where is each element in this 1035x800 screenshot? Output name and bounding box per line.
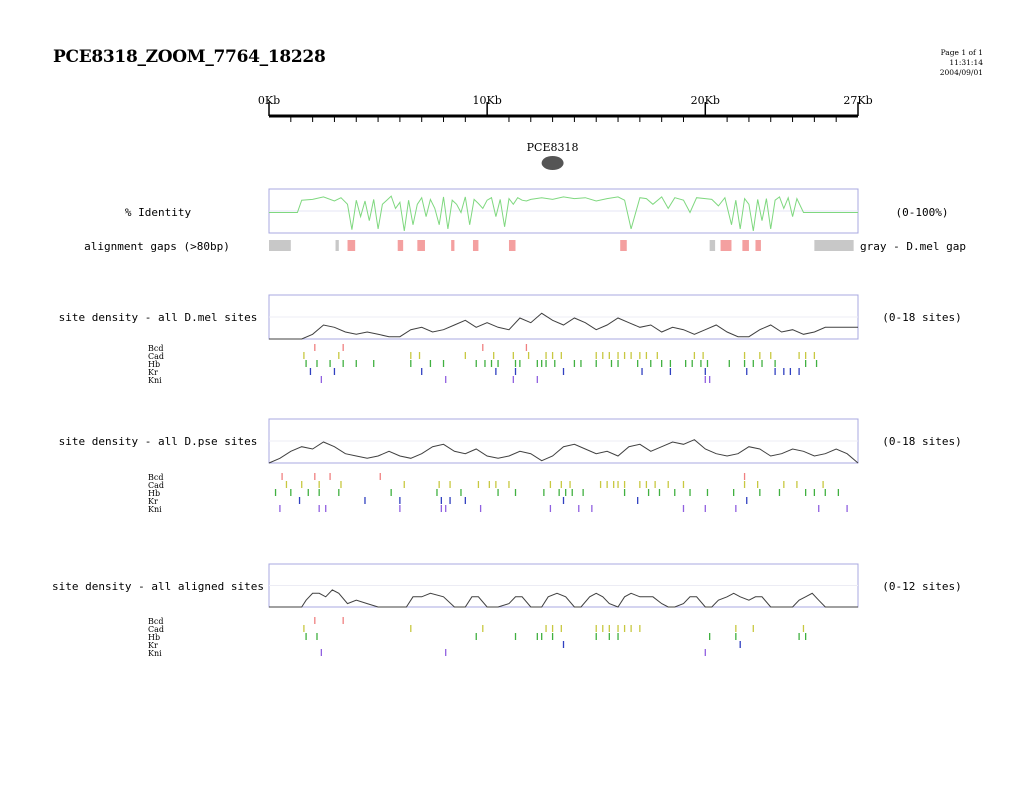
- dmel-gap-block: [710, 240, 715, 251]
- track-label: Kni: [148, 649, 162, 658]
- alignment-gap-block: [742, 240, 749, 251]
- element-label: PCE8318: [527, 141, 579, 154]
- track-label: Kni: [148, 376, 162, 385]
- identity-line: [269, 196, 858, 231]
- alignment-gap-block: [755, 240, 760, 251]
- ruler-tick-label: 27Kb: [843, 94, 872, 107]
- element-marker: [542, 156, 564, 170]
- track-label: Kni: [148, 505, 162, 514]
- gaps-label: alignment gaps (>80bp): [84, 240, 230, 253]
- alignment-gap-block: [348, 240, 356, 251]
- alignment-gap-block: [473, 240, 478, 251]
- alignment-gap-block: [451, 240, 454, 251]
- density-line: [269, 440, 858, 463]
- dmel-gap-block: [814, 240, 853, 251]
- gaps-legend-label: gray - D.mel gap: [860, 240, 966, 253]
- alignment-gap-block: [620, 240, 627, 251]
- alignment-gap-block: [398, 240, 403, 251]
- ruler-tick-label: 10Kb: [473, 94, 502, 107]
- dmel-gap-block: [269, 240, 291, 251]
- ruler-tick-label: 20Kb: [691, 94, 720, 107]
- density-range-label: (0-12 sites): [882, 580, 961, 593]
- density-range-label: (0-18 sites): [882, 311, 961, 324]
- identity-range-label: (0-100%): [896, 206, 949, 219]
- density-range-label: (0-18 sites): [882, 435, 961, 448]
- density-label: site density - all D.pse sites: [59, 435, 258, 448]
- identity-label: % Identity: [125, 206, 192, 219]
- alignment-gap-block: [721, 240, 732, 251]
- density-line: [269, 590, 858, 607]
- ruler-tick-label: 0Kb: [258, 94, 280, 107]
- dmel-gap-block: [336, 240, 339, 251]
- alignment-gap-block: [417, 240, 425, 251]
- density-label: site density - all D.mel sites: [59, 311, 258, 324]
- density-label: site density - all aligned sites: [52, 580, 264, 593]
- alignment-gap-block: [509, 240, 516, 251]
